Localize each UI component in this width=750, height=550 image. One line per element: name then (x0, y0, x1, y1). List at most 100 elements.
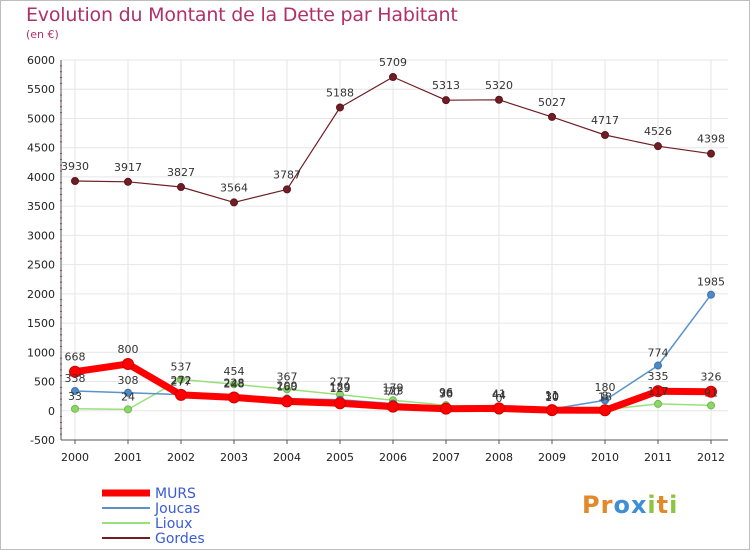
data-point-gordes (177, 183, 185, 192)
x-tick-label: 2009 (538, 451, 566, 464)
data-label-murs: 335 (648, 370, 669, 383)
data-point-gordes (71, 177, 79, 186)
data-label-lioux: 0 (496, 392, 503, 405)
data-point-lioux (654, 399, 662, 408)
plot-area (61, 60, 728, 440)
grid-lines (61, 59, 728, 441)
legend-label-gordes: Gordes (155, 531, 205, 547)
data-label-joucas: 248 (224, 377, 245, 390)
data-point-murs (705, 385, 717, 398)
data-point-murs (69, 365, 81, 378)
data-label-murs: 668 (65, 351, 86, 364)
logo-letter: P (582, 491, 601, 519)
data-label-joucas: 30 (545, 390, 559, 403)
data-label-lioux: 91 (704, 386, 718, 399)
proxiti-logo: Proxiti (582, 491, 678, 519)
data-label-gordes: 5313 (432, 79, 460, 92)
x-tick-label: 2008 (485, 451, 513, 464)
y-tick-label: 4000 (27, 171, 55, 184)
data-point-murs (440, 402, 452, 415)
y-tick-label: 6000 (27, 54, 55, 67)
y-tick-label: 2500 (27, 259, 55, 272)
data-point-murs (281, 395, 293, 408)
data-point-murs (599, 404, 611, 417)
y-tick-label: 3500 (27, 200, 55, 213)
data-point-lioux (124, 405, 132, 414)
data-point-lioux (177, 375, 185, 384)
data-label-gordes: 5320 (485, 79, 513, 92)
logo-letter: o (613, 491, 631, 519)
data-label-lioux: 179 (383, 381, 404, 394)
data-label-joucas: 277 (171, 376, 192, 389)
data-point-lioux (71, 404, 79, 413)
data-label-joucas: 123 (383, 385, 404, 398)
data-label-joucas: 44 (492, 389, 506, 402)
data-label-murs: 326 (701, 371, 722, 384)
logo-letter: x (630, 491, 648, 519)
y-tick-label: 4500 (27, 142, 55, 155)
chart-unit-label: (en €) (26, 28, 59, 41)
data-label-gordes: 4398 (697, 133, 725, 146)
data-point-gordes (654, 142, 662, 151)
data-point-murs (546, 404, 558, 417)
data-point-murs (122, 358, 134, 370)
x-tick-label: 2004 (273, 451, 301, 464)
data-point-gordes (336, 103, 344, 112)
data-label-lioux: 537 (171, 360, 192, 373)
data-label-lioux: 96 (439, 386, 453, 399)
data-label-murs: 11 (545, 389, 559, 402)
data-point-joucas (707, 290, 715, 299)
data-point-gordes (601, 131, 609, 140)
data-label-joucas: 209 (277, 380, 298, 393)
data-label-gordes: 3917 (114, 161, 142, 174)
data-point-joucas (601, 396, 609, 405)
chart-title: Evolution du Montant de la Dette par Hab… (26, 4, 458, 26)
data-label-joucas: 308 (118, 374, 139, 387)
data-labels: 3930 3917 3827 3564 3787 5188 5709 5313 5320 5027… (61, 56, 725, 405)
data-label-gordes: 5027 (538, 96, 566, 109)
x-tick-label: 2000 (61, 451, 89, 464)
x-tick-label: 2011 (644, 451, 672, 464)
data-label-murs: 8 (602, 389, 609, 402)
data-point-gordes (230, 198, 238, 207)
data-point-murs (334, 397, 346, 410)
data-label-joucas: 70 (439, 388, 453, 401)
logo-letter: t (656, 491, 670, 519)
x-tick-label: 2007 (432, 451, 460, 464)
data-point-gordes (389, 73, 397, 82)
legend-label-joucas: Joucas (154, 501, 200, 517)
data-point-murs (387, 400, 399, 413)
data-label-gordes: 5709 (379, 56, 407, 69)
data-point-murs (175, 388, 187, 401)
axes: -500 0 500 1000 1500 2000 2500 3000 3500 4000 4500… (27, 54, 728, 464)
data-label-lioux: 367 (277, 370, 298, 383)
y-tick-label: -500 (30, 434, 55, 447)
y-tick-label: 5500 (27, 83, 55, 96)
data-label-joucas: 1985 (697, 276, 725, 289)
data-label-joucas: 774 (648, 347, 669, 360)
logo-letter: i (669, 491, 679, 519)
data-label-gordes: 5188 (326, 86, 354, 99)
legend-label-lioux: Lioux (155, 516, 192, 532)
x-tick-label: 2010 (591, 451, 619, 464)
y-tick-label: 5000 (27, 112, 55, 125)
data-label-joucas: 338 (65, 372, 86, 385)
data-point-gordes (283, 185, 291, 194)
data-point-gordes (548, 112, 556, 121)
logo-letter: i (647, 491, 657, 519)
data-label-murs: 129 (330, 382, 351, 395)
legend-label-murs: MURS (155, 486, 196, 502)
data-label-murs: 800 (118, 343, 139, 356)
data-point-joucas (71, 387, 79, 396)
data-label-lioux: 454 (224, 365, 245, 378)
data-point-murs (493, 402, 505, 415)
data-point-gordes (495, 95, 503, 104)
data-label-gordes: 3787 (273, 168, 301, 181)
data-label-gordes: 4526 (644, 125, 672, 138)
data-label-murs: 36 (439, 388, 453, 401)
y-tick-label: 1000 (27, 346, 55, 359)
data-label-lioux: 117 (648, 385, 669, 398)
data-point-murs (652, 385, 664, 398)
y-tick-label: 0 (48, 405, 55, 418)
